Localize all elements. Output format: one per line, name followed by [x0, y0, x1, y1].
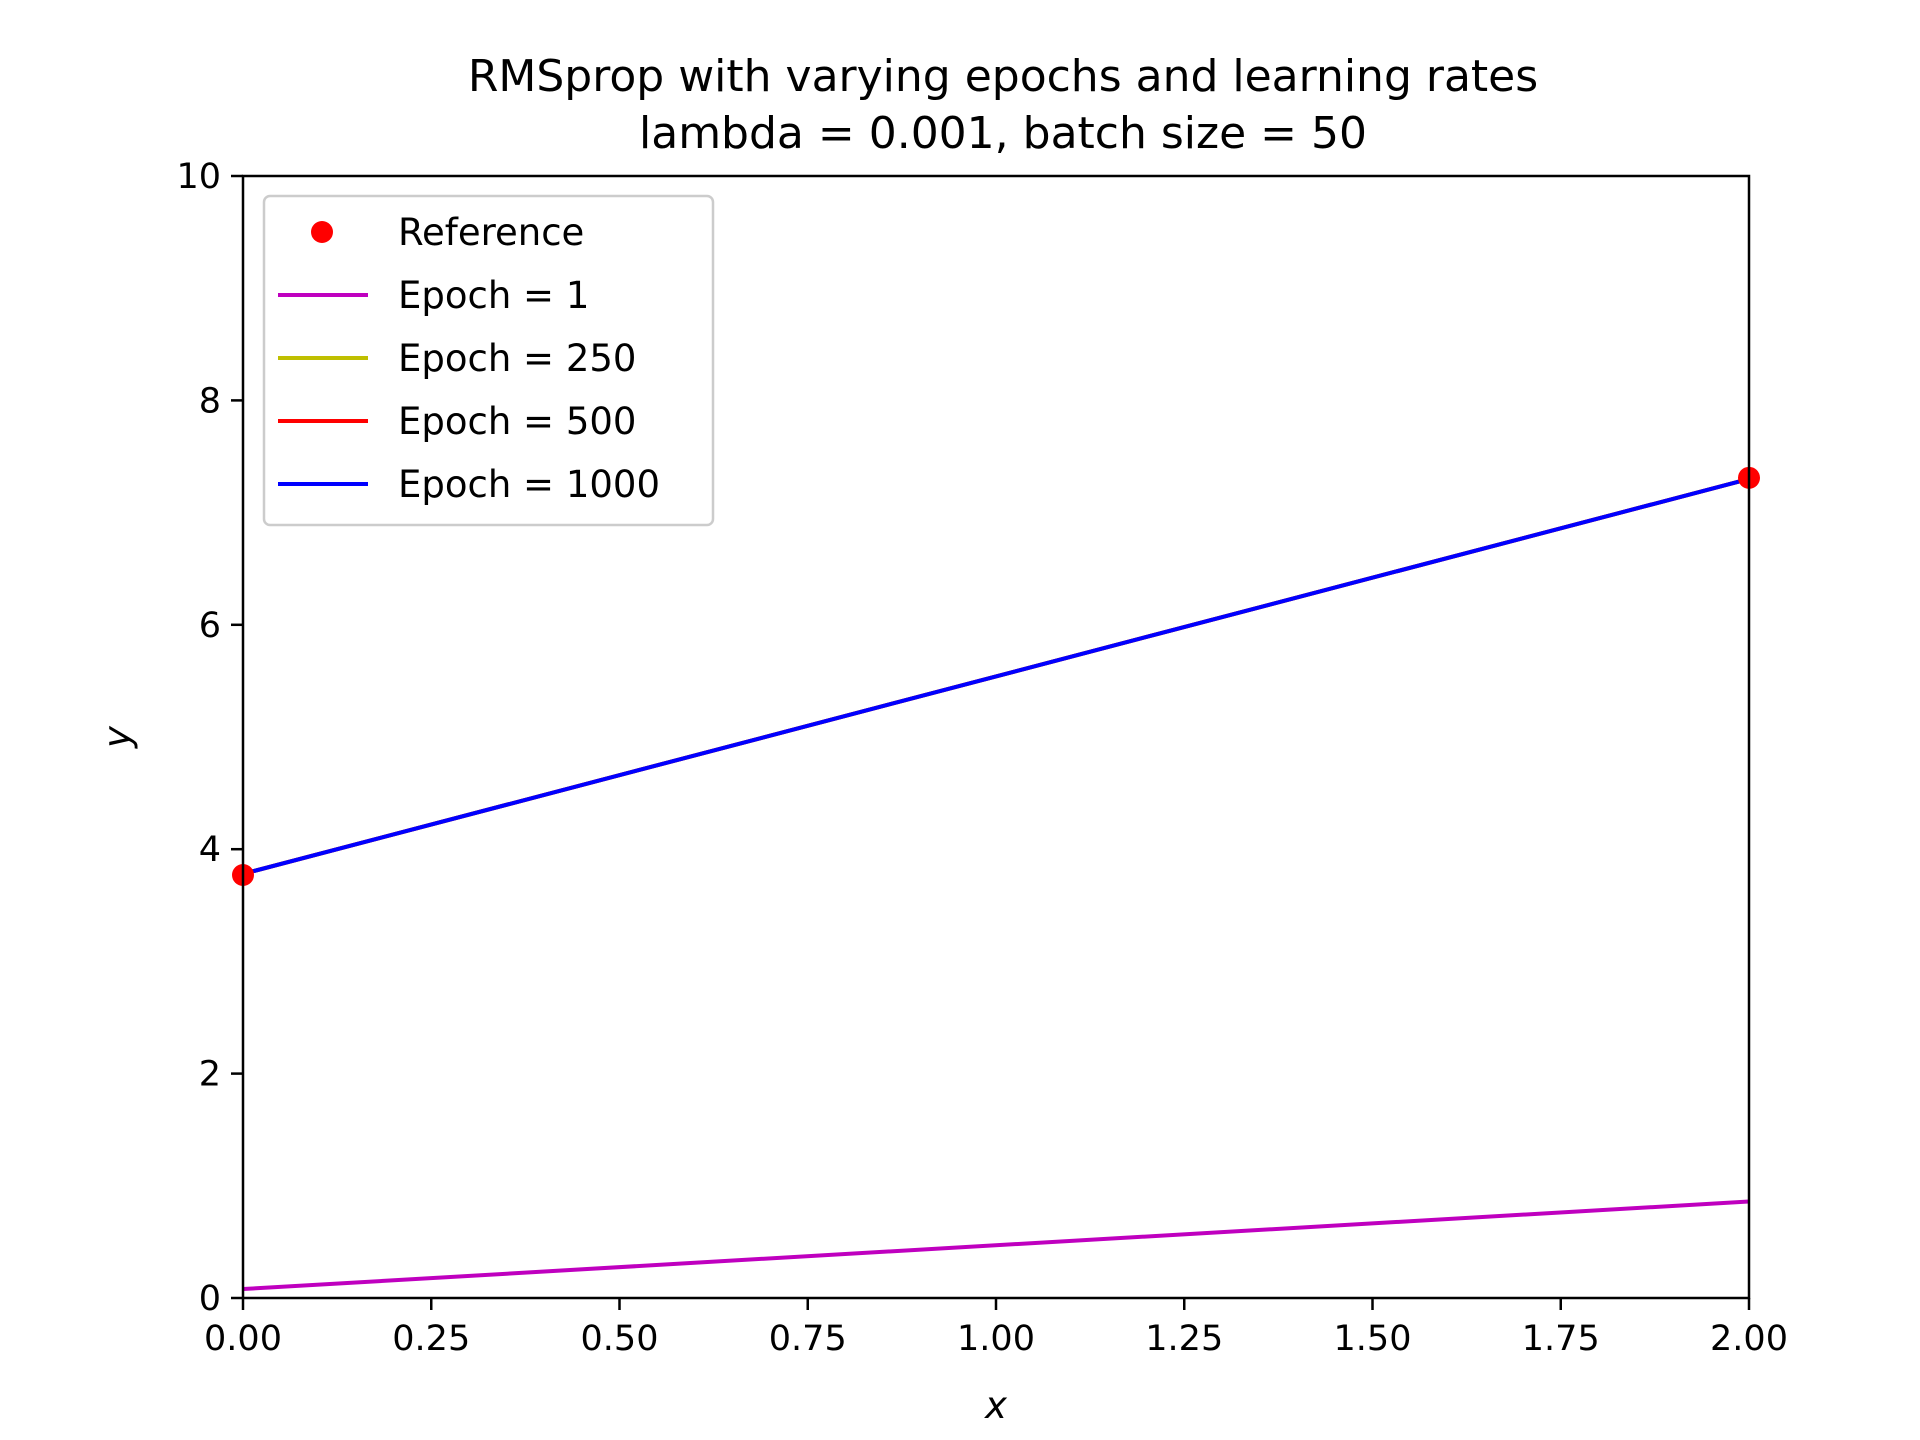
chart-subtitle: lambda = 0.001, batch size = 50: [639, 108, 1367, 159]
y-axis-label: y: [96, 725, 139, 749]
y-tick-label: 0: [199, 1279, 221, 1319]
x-tick-label: 1.75: [1522, 1319, 1600, 1359]
x-tick-label: 0.00: [204, 1319, 282, 1359]
legend-marker: [311, 221, 333, 243]
x-tick-label: 1.00: [957, 1319, 1035, 1359]
x-tick-label: 0.25: [392, 1319, 470, 1359]
series-line-1: [243, 1199, 1749, 1292]
axis-ticks: 0.00 0.25 0.50 0.75 1.00 1.25 1.50 1.75 2.00 0 2 4 6…: [176, 157, 1788, 1359]
legend-label: Epoch = 500: [398, 400, 636, 443]
y-tick-label: 2: [199, 1055, 221, 1095]
x-tick-label: 0.75: [769, 1319, 847, 1359]
plot-frame: [241, 174, 1751, 1300]
y-tick-label: 10: [176, 157, 221, 197]
legend: Reference Epoch = 1 Epoch = 250 Epoch = 500…: [262, 194, 715, 527]
series-line-4: [243, 477, 1749, 876]
y-tick-label: 8: [199, 381, 221, 421]
x-axis-label: x: [984, 1384, 1008, 1427]
series-layer: [243, 477, 1749, 1292]
x-tick-label: 1.25: [1145, 1319, 1223, 1359]
legend-label: Epoch = 1000: [398, 463, 660, 506]
chart-title: RMSprop with varying epochs and learning…: [468, 51, 1538, 102]
legend-label: Reference: [398, 211, 584, 254]
legend-label: Epoch = 250: [398, 337, 636, 380]
legend-label: Epoch = 1: [398, 274, 589, 317]
x-tick-label: 0.50: [581, 1319, 659, 1359]
x-tick-label: 1.50: [1334, 1319, 1412, 1359]
legend-frame: [262, 194, 715, 527]
x-tick-label: 2.00: [1710, 1319, 1788, 1359]
y-tick-label: 4: [199, 830, 221, 870]
y-tick-label: 6: [199, 606, 221, 646]
